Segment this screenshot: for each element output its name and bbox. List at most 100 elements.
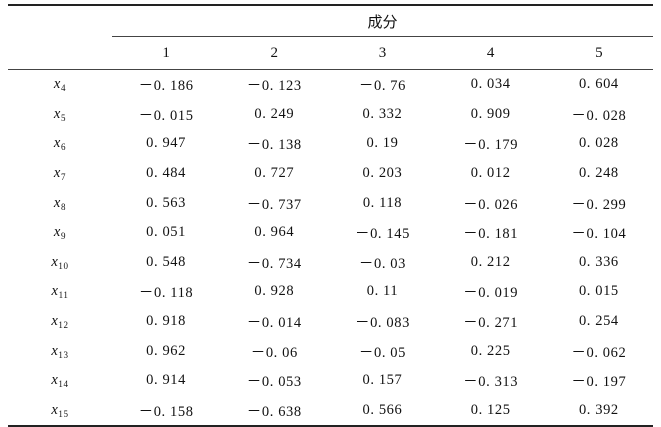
variable-symbol: x [51,401,59,418]
table-row: x15 －0. 158 －0. 638 0. 566 0. 125 0. 392 [8,395,653,427]
variable-subscript: 10 [58,260,69,271]
component-matrix-table-wrapper: 成分 1 2 3 4 5 x4 －0. 186 －0. 123 －0. 76 0. 03… [8,4,653,427]
variable-name-cell: x15 [8,395,112,427]
table-row: x13 0. 962 －0. 06 －0. 05 0. 225 －0. 062 [8,336,653,366]
variable-name-cell: x7 [8,159,112,189]
table-row: x6 0. 947 －0. 138 0. 19 －0. 179 0. 028 [8,129,653,159]
variable-name-cell: x13 [8,336,112,366]
variable-symbol: x [53,224,61,241]
loading-cell: －0. 06 [250,344,298,361]
component-number-row: 1 2 3 4 5 [8,36,653,70]
variable-name-cell: x4 [8,70,112,100]
loading-cell: －0. 083 [354,315,410,332]
loading-cell: 0. 727 [254,165,295,182]
variable-symbol: x [53,165,61,182]
variable-subscript: 14 [58,379,69,390]
loading-cell: 0. 604 [578,76,619,93]
variable-name-cell: x9 [8,218,112,248]
variable-name-cell: x10 [8,248,112,278]
variable-name-cell: x8 [8,188,112,218]
table-row: x4 －0. 186 －0. 123 －0. 76 0. 034 0. 604 [8,70,653,100]
loading-cell: 0. 962 [146,342,187,359]
loading-cell: －0. 271 [463,315,519,332]
component-matrix-table: 成分 1 2 3 4 5 x4 －0. 186 －0. 123 －0. 76 0. 03… [8,4,653,427]
loading-cell: 0. 964 [254,224,295,241]
table-row: x9 0. 051 0. 964 －0. 145 －0. 181 －0. 104 [8,218,653,248]
variable-symbol: x [51,283,59,300]
component-header-2: 2 [220,36,329,70]
loading-cell: 0. 012 [470,165,511,182]
loading-cell: 0. 028 [578,135,619,152]
loading-cell: －0. 053 [246,374,302,391]
variable-name-cell: x11 [8,277,112,307]
table-row: x12 0. 918 －0. 014 －0. 083 －0. 271 0. 254 [8,307,653,337]
loading-cell: －0. 014 [246,315,302,332]
component-group-header: 成分 [112,4,653,37]
loading-cell: －0. 181 [463,226,519,243]
variable-symbol: x [53,76,61,93]
loading-cell: －0. 104 [571,226,627,243]
variable-symbol: x [53,194,61,211]
variable-name-cell: x14 [8,366,112,396]
variable-symbol: x [53,105,61,122]
loading-cell: 0. 19 [366,135,399,152]
loading-cell: 0. 034 [470,76,511,93]
loading-cell: 0. 015 [578,283,619,300]
loading-cell: －0. 734 [246,255,302,272]
variable-name-cell: x6 [8,129,112,159]
variable-subscript: 7 [60,172,67,183]
loading-cell: 0. 548 [146,253,187,270]
variable-subscript: 12 [58,320,69,331]
variable-name-cell: x12 [8,307,112,337]
loading-cell: 0. 157 [362,372,403,389]
loading-cell: －0. 197 [571,374,627,391]
loading-cell: －0. 186 [138,78,194,95]
variable-subscript: 6 [60,142,67,153]
stub-header-blank [8,36,112,70]
table-row: x14 0. 914 －0. 053 0. 157 －0. 313 －0. 197 [8,366,653,396]
loading-cell: －0. 05 [358,344,407,361]
variable-subscript: 4 [60,83,67,94]
loading-cell: 0. 118 [362,194,403,211]
loading-cell: 0. 947 [146,135,187,152]
component-header-1: 1 [112,36,221,70]
variable-subscript: 5 [60,112,67,123]
loading-cell: －0. 299 [571,196,627,213]
loading-cell: －0. 028 [571,107,627,124]
loading-cell: 0. 392 [544,395,653,427]
loading-cell: 0. 914 [146,372,187,389]
variable-symbol: x [51,372,59,389]
variable-subscript: 9 [60,231,67,242]
table-row: x5 －0. 015 0. 249 0. 332 0. 909 －0. 028 [8,100,653,130]
loading-cell: －0. 123 [246,78,302,95]
loading-cell: －0. 638 [220,395,329,427]
loading-cell: 0. 225 [470,342,511,359]
table-row: x11 －0. 118 0. 928 0. 11 －0. 019 0. 015 [8,277,653,307]
loading-cell: －0. 138 [246,137,302,154]
loading-cell: 0. 051 [146,224,187,241]
loading-cell: 0. 11 [366,283,399,300]
loading-cell: 0. 566 [328,395,437,427]
loading-cell: －0. 03 [358,255,407,272]
table-body: x4 －0. 186 －0. 123 －0. 76 0. 034 0. 604 x5 －0. … [8,70,653,427]
loading-cell: 0. 928 [254,283,295,300]
loading-cell: 0. 918 [146,313,187,330]
stub-header-cell [8,4,112,37]
table-row: x10 0. 548 －0. 734 －0. 03 0. 212 0. 336 [8,248,653,278]
loading-cell: －0. 026 [463,196,519,213]
loading-cell: 0. 254 [578,313,619,330]
variable-symbol: x [51,313,59,330]
loading-cell: －0. 019 [463,285,519,302]
table-row: x7 0. 484 0. 727 0. 203 0. 012 0. 248 [8,159,653,189]
loading-cell: 0. 909 [470,105,511,122]
variable-name-cell: x5 [8,100,112,130]
variable-subscript: 8 [60,201,67,212]
variable-subscript: 15 [58,408,69,419]
loading-cell: 0. 203 [362,165,403,182]
loading-cell: 0. 249 [254,105,295,122]
loading-cell: 0. 248 [578,165,619,182]
loading-cell: 0. 563 [146,194,187,211]
variable-symbol: x [51,342,59,359]
loading-cell: －0. 015 [138,107,194,124]
variable-symbol: x [51,253,59,270]
